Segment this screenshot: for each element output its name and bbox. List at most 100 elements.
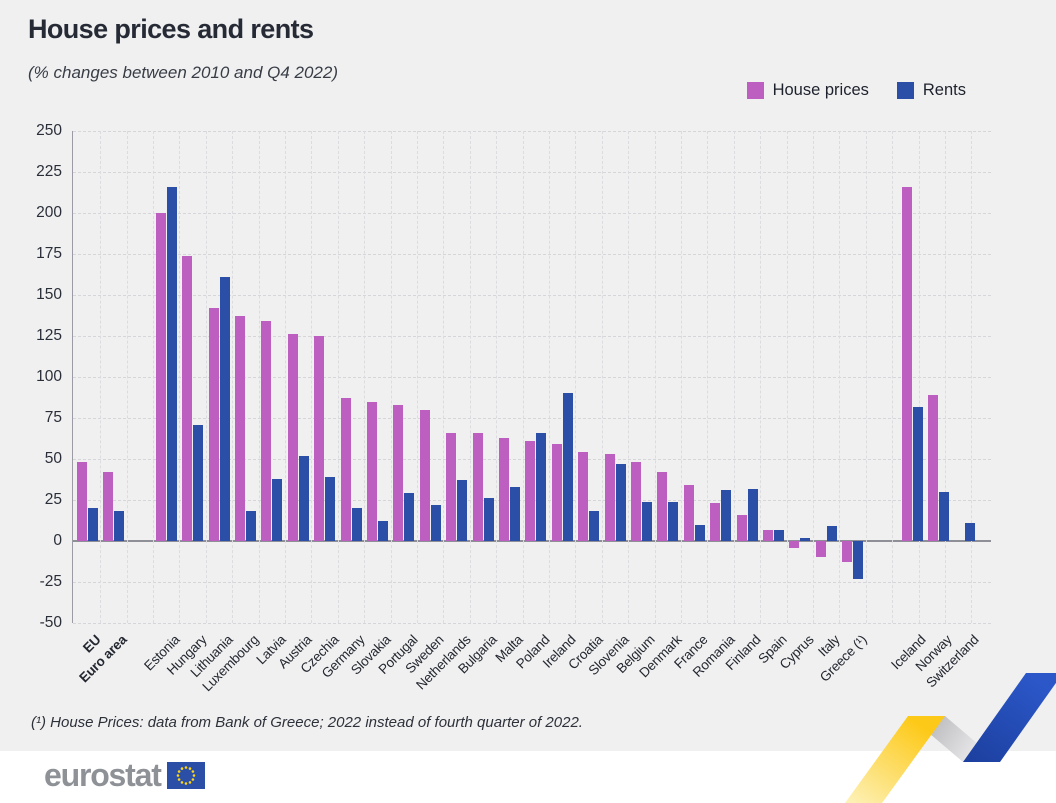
v-gridline: [496, 131, 498, 623]
legend: House prices Rents: [746, 81, 966, 100]
bar-house-prices: [261, 321, 272, 541]
v-gridline: [628, 131, 630, 623]
bar-rents: [694, 524, 705, 541]
h-gridline: [73, 131, 991, 132]
bar-house-prices: [789, 541, 800, 548]
bar-house-prices: [498, 437, 509, 541]
v-gridline: [839, 131, 841, 623]
bar-rents: [272, 478, 283, 541]
v-gridline: [126, 131, 128, 623]
v-gridline: [205, 131, 207, 623]
v-gridline: [285, 131, 286, 623]
h-gridline: [73, 295, 991, 296]
y-tick-label: -25: [39, 573, 62, 590]
bar-house-prices: [901, 186, 912, 541]
legend-swatch: [746, 82, 764, 99]
bar-house-prices: [683, 485, 694, 541]
v-gridline: [311, 131, 313, 623]
bar-rents: [965, 522, 976, 541]
v-gridline: [549, 131, 550, 623]
eu-flag-icon: [166, 762, 205, 789]
v-gridline: [575, 131, 577, 623]
bar-house-prices: [155, 213, 166, 541]
bar-rents: [351, 508, 362, 541]
bar-house-prices: [446, 432, 457, 541]
bar-house-prices: [736, 514, 747, 541]
bar-house-prices: [525, 440, 536, 541]
page-title: House prices and rents: [28, 14, 314, 44]
y-tick-label: 250: [36, 122, 62, 139]
bar-house-prices: [76, 462, 87, 541]
v-gridline: [417, 131, 418, 623]
bar-rents: [430, 504, 441, 541]
y-tick-label: 125: [36, 327, 62, 344]
bar-rents: [457, 480, 468, 541]
legend-label: Rents: [922, 81, 966, 99]
bar-rents: [87, 508, 98, 541]
y-tick-label: 50: [44, 450, 62, 467]
bar-house-prices: [287, 334, 298, 541]
v-gridline: [443, 131, 445, 623]
bar-rents: [800, 537, 811, 541]
bar-rents: [641, 501, 652, 541]
v-gridline: [865, 131, 867, 623]
v-gridline: [707, 131, 709, 623]
bar-rents: [377, 521, 388, 541]
v-gridline: [945, 131, 946, 623]
v-gridline: [390, 131, 392, 623]
bar-rents: [668, 501, 679, 541]
legend-label: House prices: [772, 81, 869, 99]
v-gridline: [153, 131, 154, 623]
y-tick-label: 225: [36, 163, 62, 180]
bar-house-prices: [710, 503, 721, 541]
y-axis-labels: -50 -25 0 25 50 75 100 125 150 175 200 225 250: [0, 122, 62, 631]
h-gridline: [73, 377, 991, 378]
bar-rents: [219, 276, 230, 541]
v-gridline: [813, 131, 814, 623]
bar-rents: [747, 488, 758, 541]
v-gridline: [364, 131, 366, 623]
bar-house-prices: [208, 308, 219, 541]
x-axis-labels: EU Euro area Estonia Hungary Lithuania Luxemb…: [72, 630, 1012, 725]
page-subtitle: (% changes between 2010 and Q4 2022): [28, 63, 339, 82]
bar-rents: [912, 406, 923, 541]
v-gridline: [469, 131, 471, 623]
v-gridline: [337, 131, 339, 623]
bar-rents: [298, 455, 309, 541]
v-gridline: [971, 131, 973, 623]
bar-house-prices: [102, 472, 113, 541]
h-gridline: [73, 582, 991, 583]
bar-rents: [615, 463, 626, 541]
bar-house-prices: [657, 472, 668, 541]
y-tick-label: 200: [36, 204, 62, 221]
bar-house-prices: [419, 409, 430, 541]
bar-house-prices: [842, 541, 853, 563]
v-gridline: [258, 131, 260, 623]
bar-house-prices: [314, 336, 325, 541]
bar-house-prices: [393, 404, 404, 541]
bar-rents: [325, 477, 336, 541]
eurostat-logo: eurostat: [44, 757, 205, 794]
bar-rents: [562, 393, 573, 541]
v-gridline: [760, 131, 762, 623]
y-tick-label: -50: [39, 614, 62, 631]
bar-house-prices: [366, 401, 377, 541]
bar-house-prices: [551, 444, 562, 541]
bar-house-prices: [927, 395, 938, 541]
bar-rents: [826, 526, 837, 541]
y-tick-label: 75: [44, 409, 62, 426]
bar-rents: [773, 529, 784, 541]
bar-rents: [536, 432, 547, 541]
footnote: (¹) House Prices: data from Bank of Gree…: [31, 714, 583, 731]
legend-item: House prices: [746, 81, 869, 100]
bar-house-prices: [604, 454, 615, 541]
v-gridline: [786, 131, 788, 623]
h-gridline: [73, 623, 991, 624]
bar-rents: [938, 491, 949, 541]
eurostat-wordmark: eurostat: [44, 757, 162, 793]
v-gridline: [100, 131, 102, 623]
bar-rents: [509, 486, 520, 541]
bar-house-prices: [340, 398, 351, 541]
bar-rents: [404, 493, 415, 541]
bar-house-prices: [815, 541, 826, 558]
